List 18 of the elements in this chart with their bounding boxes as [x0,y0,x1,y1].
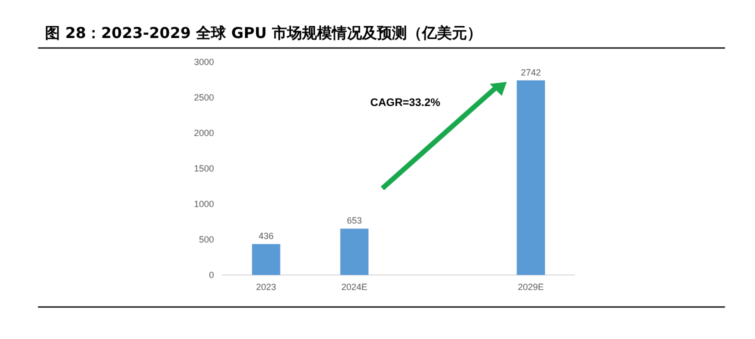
data-label: 653 [346,216,362,226]
data-label: 436 [258,231,274,242]
data-label: 2742 [520,67,541,78]
y-tick-label: 500 [198,234,214,244]
y-tick-label: 2500 [194,92,214,102]
chart-title: 图 28：2023-2029 全球 GPU 市场规模情况及预测（亿美元） [45,24,482,42]
y-tick-label: 3000 [194,57,214,67]
bar [340,228,368,275]
annotation: CAGR=33.2% [370,97,440,110]
y-tick-label: 1500 [194,164,214,174]
x-tick-label: 2023 [256,282,276,292]
y-tick-label: 1000 [194,199,214,209]
y-tick-label: 2000 [194,128,214,138]
bar [516,80,545,275]
bar [252,244,280,275]
x-tick-label: 2024E [341,282,368,292]
x-tick-label: 2029E [518,282,544,292]
y-tick-label: 0 [208,270,214,280]
